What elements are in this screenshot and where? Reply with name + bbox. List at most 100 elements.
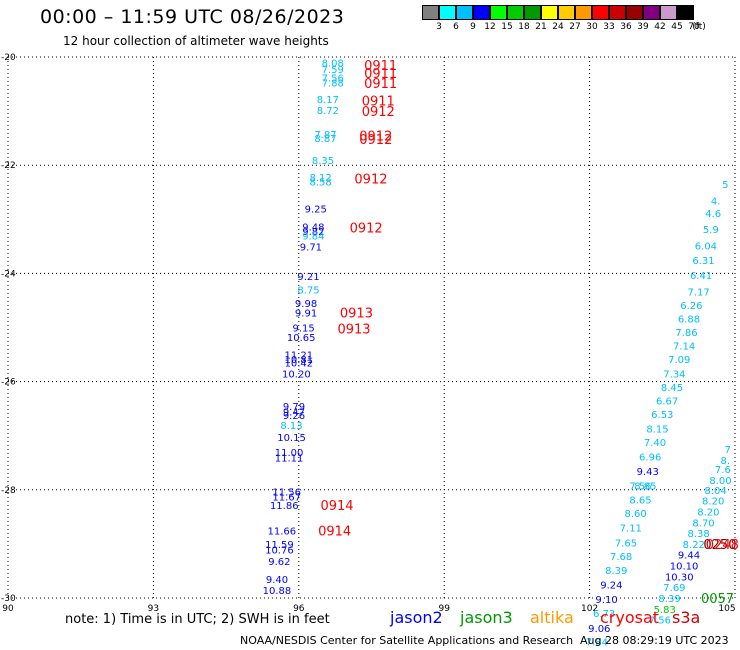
wave-height-label: 7.17 — [688, 287, 710, 298]
y-tick-label: -20 — [1, 53, 16, 63]
wave-height-label: 7.84 — [586, 637, 608, 648]
wave-height-label: 7.40 — [644, 438, 666, 449]
wave-height-label: 9.15 — [293, 324, 315, 335]
pass-time-label: 0912 — [350, 221, 383, 236]
wave-height-label: 8.58 — [309, 177, 331, 188]
colorbar-swatch — [677, 5, 694, 20]
y-tick-label: -22 — [1, 161, 16, 171]
wave-height-label: 6.04 — [695, 241, 717, 252]
wave-height-label: 6.26 — [680, 301, 702, 312]
wave-height-label: 4.6 — [705, 209, 721, 220]
colorbar-label: 33 — [603, 22, 615, 32]
colorbar-swatch — [575, 5, 592, 20]
wave-height-label: 8.39 — [658, 594, 680, 605]
wave-height-label: 7.88 — [322, 78, 344, 89]
colorbar-swatch — [541, 5, 558, 20]
x-tick-label: 102 — [581, 604, 598, 614]
wave-height-label: 10.30 — [665, 572, 694, 583]
wave-height-label: 6.96 — [639, 452, 661, 463]
wave-height-label: 7.11 — [620, 524, 642, 535]
wave-height-label: 11.21 — [284, 351, 313, 362]
wave-height-label: 7.68 — [610, 552, 632, 563]
wave-height-label: 9.48 — [302, 222, 324, 233]
colorbar-swatch — [490, 5, 507, 20]
wave-height-label: 11.86 — [270, 501, 299, 512]
colorbar-swatch — [422, 5, 439, 20]
mission-altika: altika — [530, 608, 574, 627]
pass-time-label: 0912 — [359, 133, 392, 148]
wave-height-label: 9.71 — [300, 242, 322, 253]
wave-height-label: 8.75 — [297, 286, 319, 297]
pass-time-label: 0250 — [703, 538, 736, 553]
wave-height-label: 10.20 — [282, 369, 311, 380]
wave-height-label: 10.81 — [284, 355, 313, 366]
wave-height-label: 9.43 — [637, 467, 659, 478]
wave-height-label: 7.65 — [615, 538, 637, 549]
wave-height-label: 10.88 — [263, 586, 292, 597]
wave-height-label: 10.42 — [284, 359, 313, 370]
wave-height-label: 7.86 — [675, 328, 697, 339]
colorbar-label: 15 — [501, 22, 513, 32]
mission-jason3: jason3 — [460, 608, 513, 627]
pass-time-label: 0911 — [364, 77, 397, 92]
x-tick-label: 99 — [438, 604, 450, 614]
wave-height-label: 8.39 — [605, 566, 627, 577]
wave-height-label: 9.62 — [268, 557, 290, 568]
wave-height-label: 7.59 — [322, 65, 344, 76]
colorbar-swatch — [524, 5, 541, 20]
colorbar-label: 42 — [654, 22, 666, 32]
pass-time-label: 0911 — [362, 94, 395, 109]
generated-timestamp: Aug 28 08:29:19 UTC 2023 — [580, 634, 729, 647]
wave-height-label: 9.40 — [266, 575, 288, 586]
pass-time-label: 0912 — [359, 129, 392, 144]
wave-height-label: 6.53 — [651, 410, 673, 421]
wave-height-label: 6.67 — [656, 397, 678, 408]
chart-title: 00:00 – 11:59 UTC 08/26/2023 — [40, 6, 345, 28]
wave-height-label: 5 — [722, 180, 728, 191]
wave-height-label: 8. — [721, 456, 731, 467]
wave-height-label: 9.44 — [678, 551, 700, 562]
colorbar-swatch — [456, 5, 473, 20]
wave-height-label: 11.56 — [272, 487, 301, 498]
footer-note: note: 1) Time is in UTC; 2) SWH is in fe… — [65, 612, 330, 627]
wave-height-label: 7 — [725, 445, 731, 456]
x-tick-label: 105 — [718, 604, 735, 614]
colorbar-label: 6 — [453, 22, 459, 32]
colorbar-label: 27 — [569, 22, 581, 32]
colorbar-swatch — [643, 5, 660, 20]
colorbar-swatch — [660, 5, 677, 20]
wave-height-label: 9.47 — [283, 407, 305, 418]
wave-height-label: 6.41 — [690, 271, 712, 282]
wave-height-label: 10.10 — [670, 562, 699, 573]
colorbar-swatch — [507, 5, 524, 20]
colorbar-unit: (ft) — [692, 22, 706, 32]
y-tick-label: -24 — [1, 269, 16, 279]
wave-height-label: 6.88 — [678, 314, 700, 325]
pass-time-label: 0913 — [337, 323, 370, 338]
pass-time-label: 0913 — [340, 306, 373, 321]
wave-height-label: 8.38 — [688, 529, 710, 540]
wave-height-label: 10.76 — [265, 545, 294, 556]
credit-text: NOAA/NESDIS Center for Satellite Applica… — [240, 634, 574, 647]
wave-height-label: 8.65 — [629, 496, 651, 507]
wave-height-label: 9.98 — [295, 299, 317, 310]
wave-height-label: 7.14 — [673, 341, 695, 352]
wave-height-label: 7.34 — [663, 369, 685, 380]
wave-height-label: 11.00 — [275, 448, 304, 459]
colorbar-swatch — [439, 5, 456, 20]
colorbar-label: 30 — [586, 22, 598, 32]
pass-time-label: 0912 — [354, 173, 387, 188]
y-tick-label: -30 — [1, 594, 16, 604]
wave-height-label: 8.87 — [314, 134, 336, 145]
colorbar-swatch — [558, 5, 575, 20]
chart-subtitle: 12 hour collection of altimeter wave hei… — [63, 34, 329, 48]
colorbar-swatch — [609, 5, 626, 20]
mission-cryosat: cryosat — [600, 608, 660, 627]
wave-height-label: 9.25 — [305, 204, 327, 215]
mission-jason2: jason2 — [390, 608, 443, 627]
wave-height-label: 10.15 — [277, 433, 306, 444]
wave-height-label: 4. — [711, 196, 721, 207]
wave-height-label: 11.11 — [275, 453, 304, 464]
wave-height-label: 6.73 — [593, 609, 615, 620]
